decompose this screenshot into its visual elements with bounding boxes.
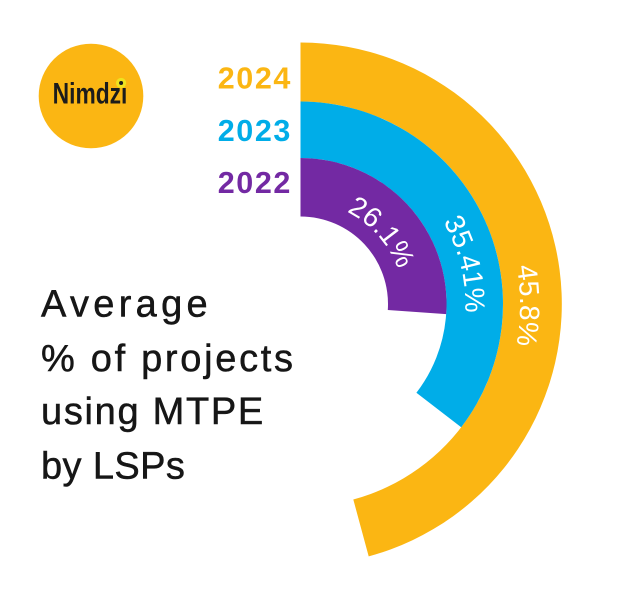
svg-text:Nimdzi: Nimdzi bbox=[53, 76, 128, 110]
svg-text:2022: 2022 bbox=[218, 166, 292, 200]
svg-text:using MTPE: using MTPE bbox=[41, 391, 265, 433]
svg-text:Average: Average bbox=[41, 284, 212, 326]
svg-text:% of projects: % of projects bbox=[41, 338, 296, 380]
svg-text:2023: 2023 bbox=[218, 114, 292, 148]
svg-text:2024: 2024 bbox=[218, 62, 292, 96]
svg-text:by LSPs: by LSPs bbox=[41, 446, 185, 488]
